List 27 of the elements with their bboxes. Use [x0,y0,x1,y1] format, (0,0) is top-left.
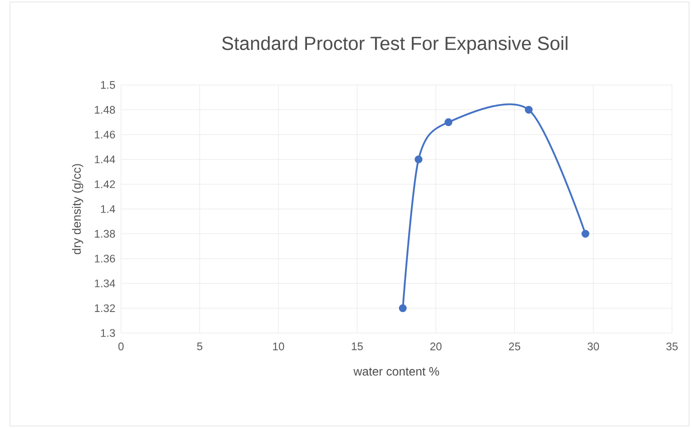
y-tick-label: 1.42 [94,180,115,188]
x-tick-label: 35 [666,342,678,350]
x-tick-label: 25 [509,342,520,350]
y-tick-label: 1.38 [94,230,115,238]
x-tick-label: 20 [430,342,442,350]
y-tick-label: 1.5 [101,81,115,89]
y-tick-label: 1.46 [94,130,115,138]
chart-title: Standard Proctor Test For Expansive Soil [222,36,568,54]
x-tick-label: 0 [118,342,124,350]
point [582,230,590,238]
y-tick-label: 1.48 [94,106,115,114]
y-axis-title: dry density (g/cc) [72,164,84,254]
y-tick-label: 1.4 [101,205,116,213]
point [444,118,452,126]
point [414,155,422,164]
x-tick-label: 30 [588,342,599,350]
point [398,304,407,312]
y-tick-label: 1.32 [94,304,115,312]
y-tick-label: 1.34 [94,280,116,288]
point [524,106,533,114]
x-tick-label: 10 [273,342,284,350]
y-tick-label: 1.44 [94,156,116,164]
y-tick-label: 1.3 [101,329,115,337]
x-axis-title: water content % [353,367,440,376]
y-tick-label: 1.36 [94,254,115,262]
x-tick-label: 5 [197,342,202,350]
x-tick-label: 15 [352,342,363,350]
